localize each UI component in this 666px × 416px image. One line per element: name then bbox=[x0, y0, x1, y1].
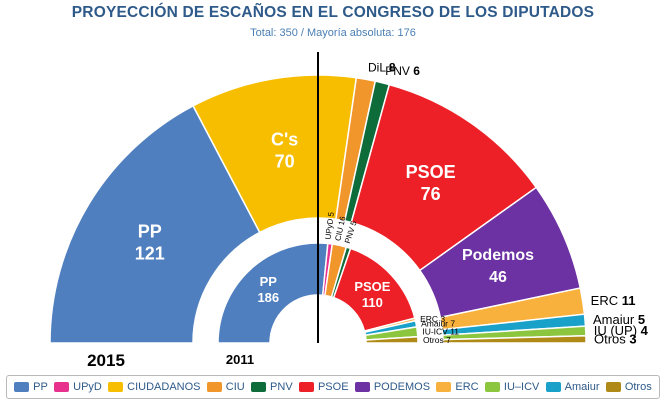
legend-entry-podemos: PODEMOS bbox=[354, 381, 431, 393]
out-value-2015-amaiur: 5 bbox=[638, 312, 645, 327]
legend-label: PNV bbox=[270, 381, 293, 393]
out-label-2015-amaiur: Amaiur 5 bbox=[593, 312, 645, 327]
out-value-2015-dil: 8 bbox=[389, 60, 396, 74]
legend-entry-pp: PP bbox=[14, 381, 48, 393]
seat-wedge-2011-pp bbox=[217, 242, 329, 344]
ring-2011 bbox=[217, 242, 419, 344]
legend-label: PP bbox=[33, 381, 48, 393]
seat-wedge-2015-pp bbox=[49, 104, 261, 344]
legend-label: PSOE bbox=[317, 381, 349, 393]
legend-swatch bbox=[605, 382, 621, 392]
legend-label: Otros bbox=[624, 381, 652, 393]
legend-swatch bbox=[251, 382, 267, 392]
chart-title: PROYECCIÓN DE ESCAÑOS EN EL CONGRESO DE … bbox=[71, 4, 595, 21]
wedge-value-2015-psoe: 76 bbox=[421, 184, 441, 204]
legend-label: IU–ICV bbox=[503, 381, 540, 393]
legend-swatch bbox=[436, 382, 452, 392]
legend-swatch bbox=[14, 382, 30, 392]
ring-2015 bbox=[49, 74, 587, 344]
out-value-2015-iu-up: 4 bbox=[641, 323, 649, 338]
wedge-label-2011-psoe: PSOE bbox=[354, 279, 390, 294]
legend-entry-psoe: PSOE bbox=[298, 381, 349, 393]
ring-label-2011: 2011 bbox=[226, 352, 254, 367]
seat-wedge-2015-otros bbox=[442, 335, 587, 344]
legend-label: UPyD bbox=[73, 381, 102, 393]
legend-entry-otros: Otros bbox=[605, 381, 652, 393]
seat-wedge-2011-otros bbox=[365, 335, 419, 344]
wedge-label-2015-pp: PP bbox=[138, 221, 162, 241]
wedge-label-2015-podemos: Podemos bbox=[462, 247, 534, 264]
legend-entry-iu-icv: IU–ICV bbox=[484, 381, 540, 393]
wedge-label-2011-pp: PP bbox=[260, 274, 278, 289]
legend: PP UPyD CIUDADANOS CIU PNV PSOE PODEMOS ERC IU–I… bbox=[6, 375, 660, 399]
legend-swatch bbox=[206, 382, 222, 392]
out-label-2015-erc: ERC 11 bbox=[591, 293, 636, 308]
legend-entry-ciudadanos: CIUDADANOS bbox=[108, 381, 201, 393]
wedge-value-2011-pp: 186 bbox=[257, 290, 279, 305]
legend-swatch bbox=[545, 382, 561, 392]
wedge-value-2015-c-s: 70 bbox=[275, 151, 295, 171]
legend-label: CIUDADANOS bbox=[127, 381, 201, 393]
wedge-value-2011-psoe: 110 bbox=[362, 295, 383, 310]
wedge-label-2015-c-s: C's bbox=[271, 129, 298, 149]
legend-entry-amaiur: Amaiur bbox=[545, 381, 600, 393]
out-value-2015-pnv: 6 bbox=[413, 64, 420, 78]
legend-swatch bbox=[54, 382, 70, 392]
out-label-2015-iu-up: IU (UP) 4 bbox=[594, 323, 649, 338]
legend-label: ERC bbox=[455, 381, 479, 393]
legend-entry-erc: ERC bbox=[436, 381, 479, 393]
out-label-2015-dil: DiL 8 bbox=[368, 60, 396, 74]
legend-swatch bbox=[108, 382, 124, 392]
wedge-value-2015-podemos: 46 bbox=[489, 269, 507, 286]
legend-swatch bbox=[298, 382, 314, 392]
out-value-2015-erc: 11 bbox=[622, 293, 636, 308]
chart-subtitle: Total: 350 / Mayoría absoluta: 176 bbox=[250, 27, 416, 39]
legend-entry-upyd: UPyD bbox=[54, 381, 102, 393]
legend-label: PODEMOS bbox=[373, 381, 431, 393]
out-label-2015-pnv: PNV 6 bbox=[385, 64, 420, 78]
legend-swatch bbox=[484, 382, 500, 392]
out-label-2011-amaiur: Amaiur 7 bbox=[421, 318, 455, 328]
legend-label: Amaiur bbox=[564, 381, 600, 393]
out-value-2015-otros: 3 bbox=[629, 331, 636, 346]
out-label-2011-otros: Otros 7 bbox=[423, 335, 451, 345]
out-label-2011-iu-icv: IU-ICV 11 bbox=[422, 327, 459, 337]
out-label-2015-otros: Otros 3 bbox=[594, 331, 637, 346]
out-label-2011-erc: ERC 3 bbox=[420, 314, 445, 324]
wedge-value-2015-pp: 121 bbox=[135, 243, 165, 263]
wedge-label-2015-psoe: PSOE bbox=[406, 162, 456, 182]
ring-label-2015: 2015 bbox=[87, 351, 125, 370]
legend-entry-pnv: PNV bbox=[251, 381, 293, 393]
legend-swatch bbox=[354, 382, 370, 392]
legend-entry-ciu: CIU bbox=[206, 381, 245, 393]
legend-label: CIU bbox=[225, 381, 245, 393]
out-label-2011-upyd: UPyD 5 bbox=[324, 211, 336, 240]
